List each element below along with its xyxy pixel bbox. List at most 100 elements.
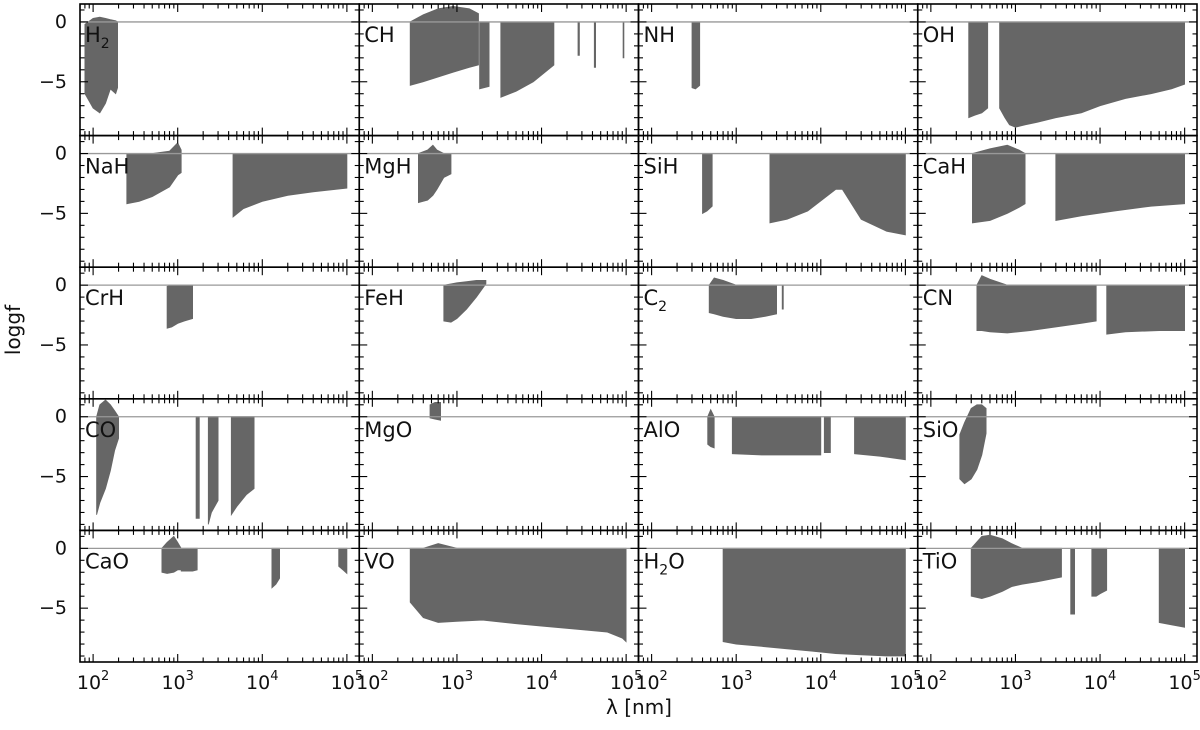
x-tick-label-exponent: 3 <box>465 669 473 684</box>
line-region-2 <box>500 21 555 98</box>
x-tick-label: 104 <box>525 669 557 694</box>
molecule-label: CaO <box>85 549 129 573</box>
line-region-0 <box>708 277 777 319</box>
x-axis-label: λ [nm] <box>606 695 672 719</box>
x-tick-label-base: 10 <box>999 672 1023 694</box>
x-tick-label-base: 10 <box>331 672 355 694</box>
axis-labels-layer: λ [nm] loggf <box>1 304 672 719</box>
panel-nah: NaH 0 −5 <box>39 134 361 269</box>
line-region-0 <box>418 144 452 204</box>
line-region-3 <box>230 416 255 517</box>
panel-frame <box>79 397 361 532</box>
line-region-2 <box>271 547 280 589</box>
x-tick-label: 102 <box>77 669 109 694</box>
line-region-4 <box>593 21 596 68</box>
line-region-0 <box>409 543 627 643</box>
molecule-label: VO <box>364 549 395 573</box>
panel-ch: CH <box>358 3 640 137</box>
line-region-0 <box>707 408 715 449</box>
x-tick-label-base: 10 <box>720 672 744 694</box>
panel-vo: VO 102 10 3 104 105 <box>356 529 642 694</box>
x-tick-label: 105 <box>331 669 363 694</box>
line-region-3 <box>854 416 906 461</box>
y-tick-label: 0 <box>55 274 67 296</box>
line-region-2 <box>823 416 831 453</box>
molecule-label: SiO <box>923 418 959 442</box>
y-tick-label: 0 <box>55 143 67 165</box>
line-region-2 <box>207 416 219 525</box>
x-tick-label-exponent: 5 <box>634 669 642 684</box>
x-tick-label-base: 10 <box>915 672 939 694</box>
panel-frame <box>637 266 919 400</box>
molecule-label: CO <box>85 418 116 442</box>
line-region-1 <box>999 21 1185 128</box>
x-tick-label-base: 10 <box>246 672 270 694</box>
x-tick-label-exponent: 5 <box>355 669 363 684</box>
line-region-0 <box>443 280 487 323</box>
x-tick-label-base: 10 <box>889 672 913 694</box>
line-region-0 <box>96 399 119 515</box>
x-tick-label: 103 <box>720 669 752 694</box>
y-tick-label: 0 <box>55 406 67 428</box>
x-tick-label-base: 10 <box>1168 672 1192 694</box>
x-tick-label-exponent: 5 <box>1193 669 1200 684</box>
line-region-0 <box>161 535 182 574</box>
molecule-label: OH <box>923 23 955 47</box>
panel-cah: CaH <box>916 134 1198 269</box>
x-tick-label-exponent: 2 <box>660 669 668 684</box>
x-tick-label: 102 <box>635 669 667 694</box>
panel-frame <box>637 3 919 137</box>
molecule-label: CrH <box>85 286 124 310</box>
x-tick-label-base: 10 <box>356 672 380 694</box>
molecule-label: CH <box>364 23 394 47</box>
y-axis-label: loggf <box>1 304 25 355</box>
line-region-1 <box>1106 284 1185 335</box>
molecule-label: CaH <box>923 155 966 179</box>
molecule-label: C2 <box>644 286 668 315</box>
line-region-1 <box>232 153 348 218</box>
line-region-0 <box>409 5 479 86</box>
x-tick-label: 104 <box>246 669 278 694</box>
y-tick-label: −5 <box>39 597 67 619</box>
molecule-label-subscript: 2 <box>101 36 110 52</box>
line-region-1 <box>731 416 822 456</box>
molecule-label-suffix: O <box>668 549 685 573</box>
line-region-0 <box>429 402 441 421</box>
line-region-2 <box>1091 547 1108 597</box>
x-tick-label-base: 10 <box>77 672 101 694</box>
panel-sih: SiH <box>637 134 919 269</box>
line-region-3 <box>338 547 348 575</box>
x-tick-label-base: 10 <box>635 672 659 694</box>
molecule-label: TiO <box>922 549 958 573</box>
y-tick-label: −5 <box>39 466 67 488</box>
panel-c2: C2 <box>637 266 919 400</box>
x-tick-label: 104 <box>805 669 837 694</box>
y-tick-label: 0 <box>55 11 67 33</box>
panel-frame <box>358 3 640 137</box>
molecule-label: AlO <box>644 418 681 442</box>
line-region-0 <box>968 21 989 119</box>
panel-mgo: MgO <box>358 397 640 532</box>
x-tick-label: 104 <box>1084 669 1116 694</box>
x-tick-label-exponent: 2 <box>101 669 109 684</box>
panel-crh: CrH 0 −5 <box>39 266 361 400</box>
y-tick-label: −5 <box>39 71 67 93</box>
line-region-1 <box>195 416 200 519</box>
line-region-1 <box>180 547 198 572</box>
x-tick-label: 102 <box>356 669 388 694</box>
x-tick-label: 103 <box>999 669 1031 694</box>
x-tick-label-exponent: 4 <box>1108 669 1116 684</box>
molecule-label: H2O <box>644 549 685 578</box>
panel-sio: SiO <box>916 397 1198 532</box>
molecule-label: NH <box>644 23 676 47</box>
panel-cn: CN <box>916 266 1198 400</box>
line-region-1 <box>781 284 784 310</box>
line-region-0 <box>722 547 906 657</box>
line-region-1 <box>479 21 490 90</box>
x-tick-label: 105 <box>610 669 642 694</box>
